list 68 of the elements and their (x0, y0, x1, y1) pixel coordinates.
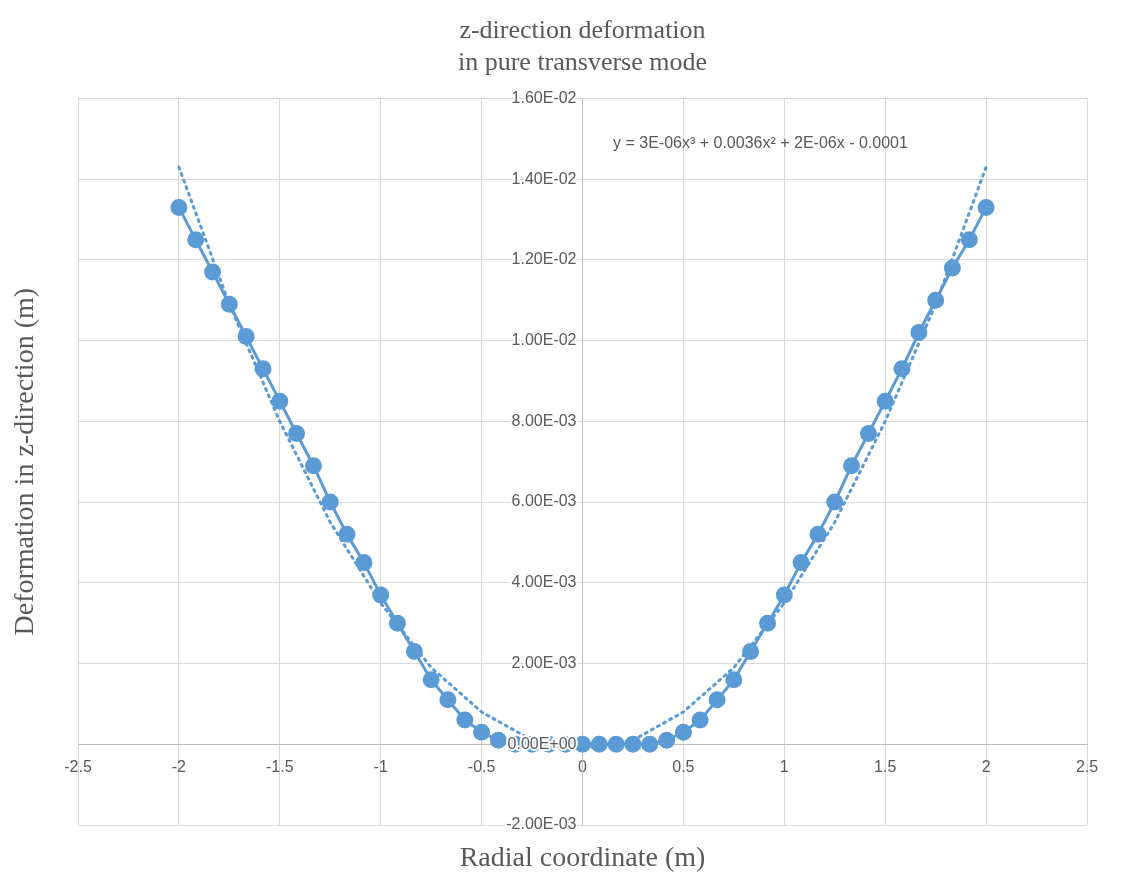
y-tick-label: 0.00E+00 (507, 734, 577, 752)
point (321, 493, 339, 511)
x-tick-label: -2.5 (64, 758, 92, 776)
point (725, 671, 743, 689)
x-tick-label: 1 (779, 758, 789, 776)
point (927, 291, 945, 309)
point (960, 231, 978, 249)
point (170, 198, 188, 216)
point (708, 691, 726, 709)
point (204, 263, 222, 281)
x-tick-label: -1 (373, 758, 388, 776)
x-tick-label: 1.5 (874, 758, 897, 776)
point (288, 424, 306, 442)
point (254, 360, 272, 378)
point (859, 424, 877, 442)
x-tick-label: 0.5 (672, 758, 695, 776)
point (237, 328, 255, 346)
point (590, 735, 608, 753)
y-tick-label: 1.40E-02 (511, 169, 577, 187)
chart-title: z-direction deformation in pure transverse mode (457, 15, 708, 76)
point (641, 735, 659, 753)
point (422, 671, 440, 689)
y-tick-label: 1.00E-02 (511, 331, 577, 349)
y-axis-title: Deformation in z-direction (m) (8, 287, 40, 636)
point (220, 295, 238, 313)
y-tick-label: 6.00E-03 (511, 492, 577, 510)
point (473, 723, 491, 741)
x-tick-label: -2 (171, 758, 187, 776)
x-tick-label: 2.5 (1075, 758, 1099, 776)
point (809, 525, 827, 543)
point (305, 457, 322, 475)
point (456, 711, 474, 729)
point (489, 731, 507, 749)
point (826, 493, 844, 511)
y-tick-label: 1.20E-02 (511, 250, 577, 268)
point (843, 457, 860, 475)
y-tick-label: 1.60E-02 (511, 88, 577, 106)
point (674, 723, 692, 741)
point (893, 360, 911, 378)
annotation: y = 3E-06x³ + 0.0036x² + 2E-06x - 0.0001 (613, 133, 908, 151)
point (977, 198, 995, 216)
x-tick-label: -0.5 (467, 758, 496, 776)
point (187, 231, 205, 249)
point (876, 392, 894, 410)
point (759, 614, 777, 632)
point (624, 735, 642, 753)
x-axis-title: Radial coordinate (m) (459, 841, 706, 873)
y-tick-label: -2.00E-03 (506, 815, 577, 833)
point (388, 614, 406, 632)
point (943, 259, 961, 277)
point (658, 731, 676, 749)
y-tick-label: 8.00E-03 (511, 411, 577, 429)
point (691, 711, 709, 729)
point (607, 735, 625, 753)
point (355, 554, 373, 572)
point (405, 642, 423, 660)
point (372, 586, 390, 604)
point (910, 324, 928, 342)
x-tick-label: -1.5 (266, 758, 294, 776)
point (775, 586, 793, 604)
point (439, 691, 457, 709)
point (271, 392, 289, 410)
point (338, 525, 356, 543)
x-tick-label: 2 (981, 758, 991, 776)
y-tick-label: 4.00E-03 (511, 573, 577, 591)
point (792, 554, 810, 572)
y-tick-label: 2.00E-03 (511, 653, 577, 671)
point (742, 642, 760, 660)
